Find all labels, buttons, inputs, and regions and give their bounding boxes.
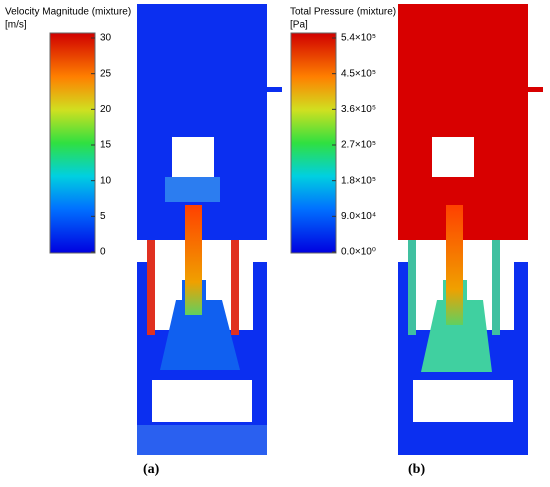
tick-label: 20 bbox=[100, 104, 112, 115]
tick-label: 30 bbox=[100, 33, 112, 44]
legend-title: Velocity Magnitude (mixture) bbox=[5, 7, 131, 18]
caption: (a) bbox=[143, 462, 160, 477]
tick-label: 25 bbox=[100, 68, 112, 79]
colorbar-a bbox=[49, 32, 96, 254]
caption: (b) bbox=[408, 462, 425, 477]
legend-unit: [Pa] bbox=[290, 20, 308, 31]
legend-unit: [m/s] bbox=[5, 20, 27, 31]
tick-label: 5 bbox=[100, 211, 106, 222]
legend-title: Total Pressure (mixture) bbox=[290, 7, 396, 18]
tick-label: 0.0×10⁰ bbox=[341, 247, 376, 258]
tick-label: 10 bbox=[100, 175, 112, 186]
tick-label: 1.8×10⁵ bbox=[341, 175, 376, 186]
tick-label: 9.0×10⁴ bbox=[341, 211, 376, 222]
tick-label: 5.4×10⁵ bbox=[341, 33, 376, 44]
tick-label: 2.7×10⁵ bbox=[341, 140, 376, 151]
tick-label: 15 bbox=[100, 140, 112, 151]
tick-label: 0 bbox=[100, 247, 106, 258]
contour-b bbox=[398, 4, 543, 455]
tick-label: 3.6×10⁵ bbox=[341, 104, 376, 115]
tick-label: 4.5×10⁵ bbox=[341, 68, 376, 79]
colorbar-b bbox=[290, 32, 337, 254]
contour-a bbox=[137, 4, 282, 455]
